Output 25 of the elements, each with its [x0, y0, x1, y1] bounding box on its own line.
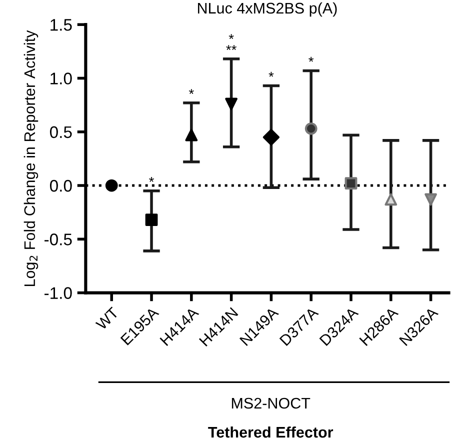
chart-title: NLuc 4xMS2BS p(A) — [198, 2, 337, 17]
point — [344, 177, 358, 190]
annotation: * — [188, 89, 194, 94]
x-tick-label: WT — [95, 306, 120, 331]
y-tick-label: -1.0 — [44, 287, 72, 299]
point — [424, 193, 437, 206]
annotation: * — [308, 56, 314, 62]
point — [145, 214, 158, 226]
y-tick-label: 0.5 — [50, 126, 72, 138]
point — [262, 128, 280, 146]
text: MS2-NOCT — [232, 398, 310, 409]
point — [105, 179, 118, 192]
point — [304, 122, 318, 135]
y-tick-label: 1.5 — [50, 19, 72, 31]
y-axis-title: Log$_{2}$ Fold Change in Reporter Activity — [24, 30, 38, 286]
annotation: * — [268, 72, 274, 77]
point — [185, 128, 198, 142]
text: Tethered Effector — [208, 426, 334, 438]
point — [225, 98, 238, 110]
y-tick-label: -0.5 — [44, 234, 72, 246]
point — [384, 193, 398, 206]
annotation: * ** — [226, 34, 236, 50]
y-tick-label: 0.0 — [50, 180, 72, 192]
y-tick-label: 1.0 — [50, 72, 72, 84]
annotation: * — [149, 177, 154, 182]
